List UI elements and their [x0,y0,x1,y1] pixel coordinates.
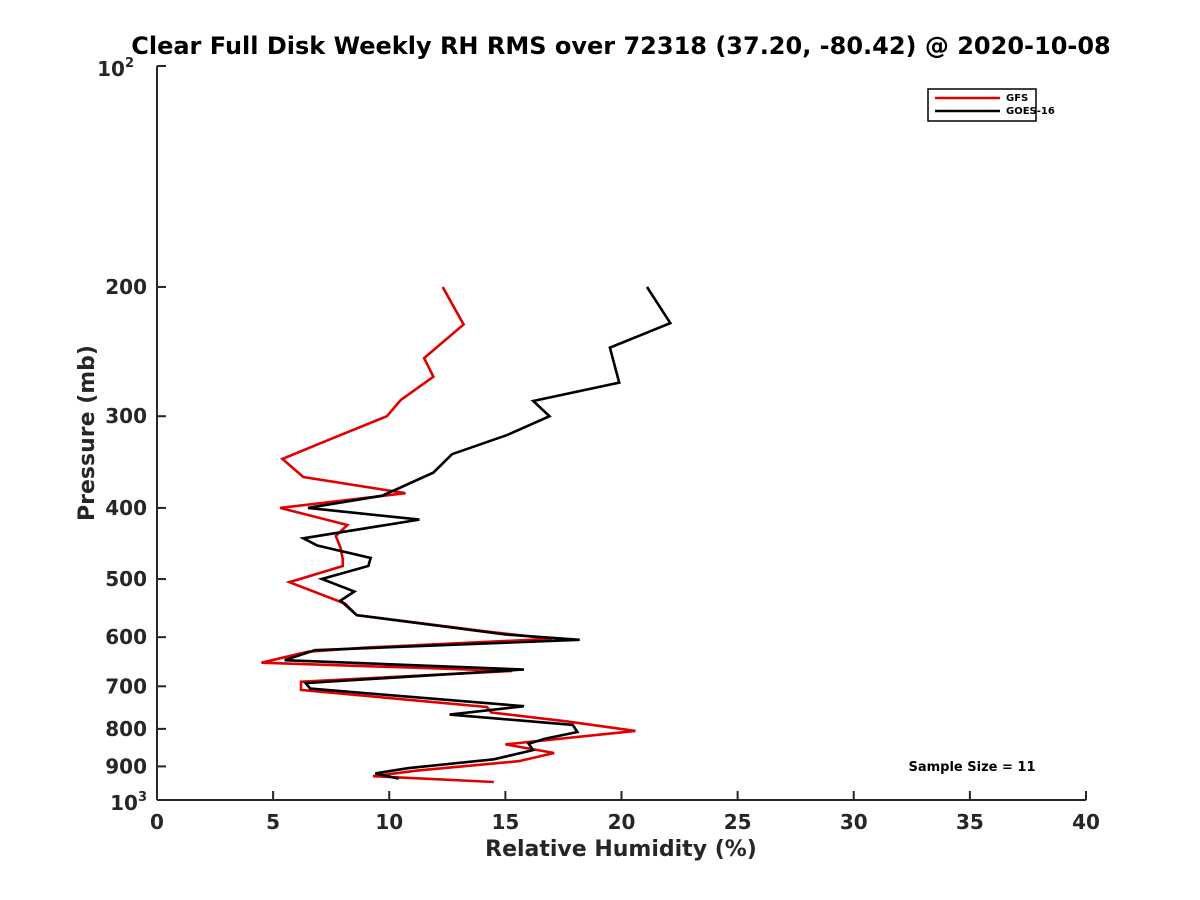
y-axis-bottom-label: 103 [110,790,147,815]
y-tick-label: 800 [105,717,147,741]
x-tick-label: 10 [375,810,403,834]
y-tick-label: 700 [105,674,147,698]
y-tick-label: 400 [105,496,147,520]
axes [156,66,1086,801]
x-tick-label: 20 [608,810,636,834]
y-axis-label: Pressure (mb) [75,345,100,521]
y-axis-top-label-exp: 2 [125,56,134,71]
series-line-gfs [261,286,636,784]
x-axis-ticks: 0 5 10 15 20 25 30 35 40 [150,791,1100,834]
legend: GFS GOES-16 [927,88,1055,122]
series-layer [261,286,673,784]
x-tick-label: 5 [266,810,280,834]
y-axis-top-label: 102 [97,56,134,81]
x-tick-label: 15 [491,810,519,834]
x-tick-label: 25 [724,810,752,834]
chart-title: Clear Full Disk Weekly RH RMS over 72318… [131,32,1111,60]
y-tick-label: 900 [105,754,147,778]
x-tick-label: 40 [1072,810,1100,834]
y-tick-label: 300 [105,404,147,428]
y-axis-bottom-label-exp: 3 [138,790,147,805]
svg-text:103: 103 [110,790,147,815]
y-tick-label: 500 [105,567,147,591]
x-axis-label: Relative Humidity (%) [485,837,757,862]
y-tick-label: 200 [105,275,147,299]
x-tick-label: 30 [840,810,868,834]
svg-text:102: 102 [97,56,134,81]
y-axis-bottom-label-base: 10 [110,791,138,815]
x-tick-label: 0 [150,810,164,834]
y-tick-label: 600 [105,625,147,649]
legend-label-gfs: GFS [1006,93,1028,104]
sample-size-annotation: Sample Size = 11 [908,760,1035,775]
series-line-goes-16 [284,286,673,780]
y-axis-top-label-base: 10 [97,57,125,81]
x-tick-label: 35 [956,810,984,834]
legend-label-goes-16: GOES-16 [1006,106,1055,117]
y-axis-ticks: 200 300 400 500 600 700 800 900 [105,65,166,778]
legend-box [927,88,1037,122]
